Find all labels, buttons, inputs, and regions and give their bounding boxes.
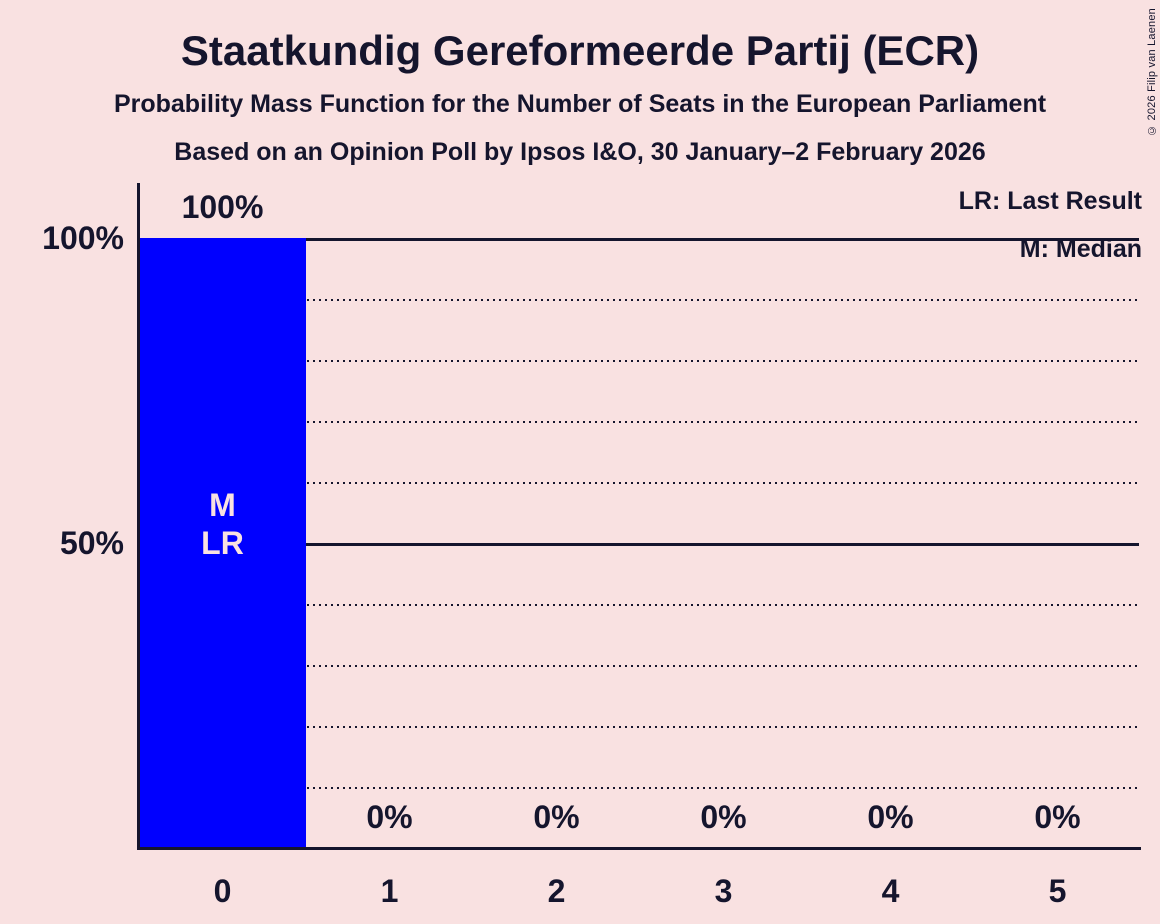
- x-axis-tick-2: 2: [547, 873, 566, 909]
- legend-median: M: Median: [1019, 235, 1142, 263]
- copyright-notice: © 2026 Filip van Laenen: [1146, 8, 1158, 136]
- gridline-80pct: [139, 360, 1139, 362]
- bar-value-label-3: 0%: [700, 799, 747, 835]
- chart-title: Staatkundig Gereformeerde Partij (ECR): [180, 27, 980, 74]
- gridline-70pct: [139, 421, 1139, 423]
- gridline-40pct: [139, 604, 1139, 606]
- x-axis-tick-5: 5: [1048, 873, 1067, 909]
- bar-annotation-m-lr: M LR: [201, 487, 244, 561]
- gridline-20pct: [139, 726, 1139, 728]
- bar-value-label-1: 0%: [366, 799, 413, 835]
- y-axis-line: [137, 183, 140, 850]
- y-axis-label-50: 50%: [59, 525, 124, 561]
- y-axis-label-100: 100%: [42, 220, 124, 256]
- gridline-100pct: [139, 238, 1139, 241]
- bar-value-label-2: 0%: [533, 799, 580, 835]
- x-axis-tick-3: 3: [714, 873, 733, 909]
- gridline-30pct: [139, 665, 1139, 667]
- gridline-90pct: [139, 299, 1139, 301]
- x-axis-tick-1: 1: [380, 873, 399, 909]
- x-axis-tick-0: 0: [213, 873, 232, 909]
- bar-seats-0: [139, 238, 306, 848]
- gridline-50pct: [139, 543, 1139, 546]
- bar-value-label-4: 0%: [867, 799, 914, 835]
- x-axis-tick-4: 4: [881, 873, 900, 909]
- gridline-60pct: [139, 482, 1139, 484]
- chart-source-subtitle: Based on an Opinion Poll by Ipsos I&O, 3…: [174, 138, 986, 166]
- chart-subtitle: Probability Mass Function for the Number…: [113, 90, 1047, 118]
- bar-value-label-5: 0%: [1034, 799, 1081, 835]
- gridline-10pct: [139, 787, 1139, 789]
- bar-value-label-0: 100%: [181, 189, 264, 225]
- x-axis-line: [137, 847, 1141, 850]
- legend-last-result: LR: Last Result: [958, 187, 1142, 215]
